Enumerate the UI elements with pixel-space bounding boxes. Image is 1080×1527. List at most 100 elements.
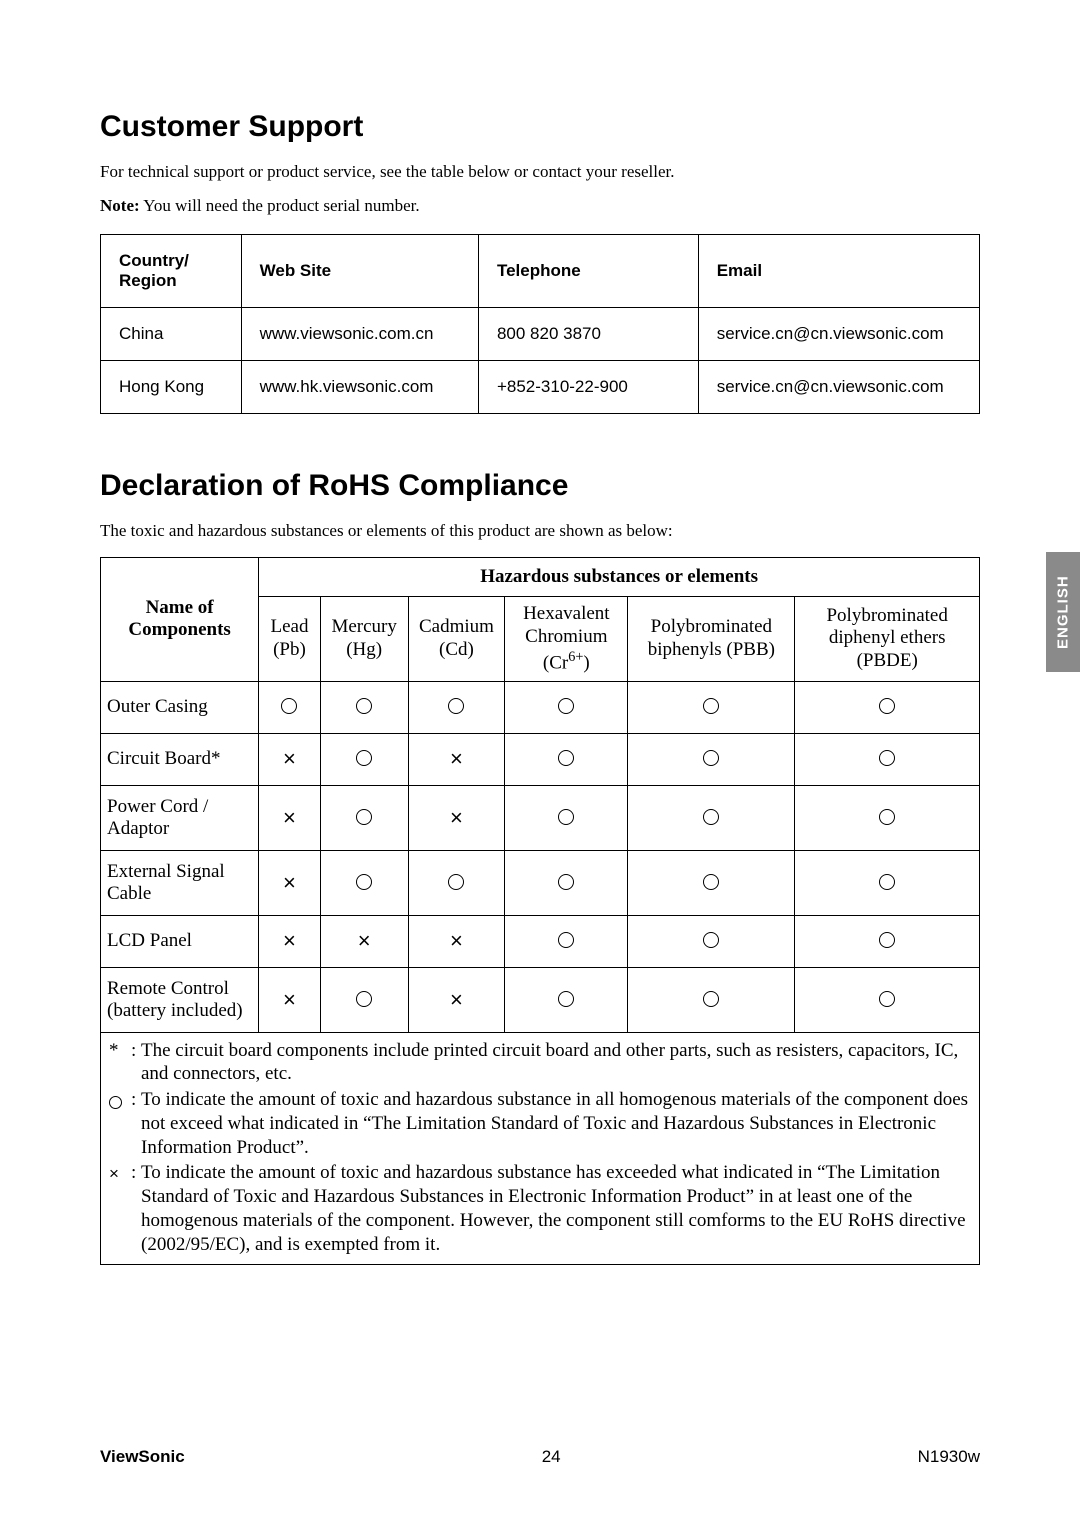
hex-line3a: (Cr	[543, 652, 568, 673]
note-label: Note:	[100, 196, 140, 215]
footnote-circle-text: To indicate the amount of toxic and haza…	[141, 1088, 971, 1159]
footnotes-cell: * : The circuit board components include…	[101, 1032, 980, 1265]
component-name-cell: LCD Panel	[101, 915, 259, 967]
circle-icon	[703, 932, 719, 948]
rohs-component-row: Remote Control (battery included)××	[101, 967, 980, 1032]
language-tab: ENGLISH	[1046, 552, 1080, 672]
circle-icon	[703, 809, 719, 825]
note-text: You will need the product serial number.	[140, 196, 420, 215]
substance-cell	[505, 785, 628, 850]
table-header-row: Country/ Region Web Site Telephone Email	[101, 235, 980, 308]
cross-icon: ×	[450, 928, 463, 953]
cell-email: service.cn@cn.viewsonic.com	[698, 361, 979, 414]
support-intro-text: For technical support or product service…	[100, 162, 980, 182]
footnote-colon: :	[131, 1088, 141, 1159]
cross-icon: ×	[450, 746, 463, 771]
footnotes-row: * : The circuit board components include…	[101, 1032, 980, 1265]
footnote-colon: :	[131, 1161, 141, 1256]
footnote-star: * : The circuit board components include…	[109, 1039, 971, 1087]
circle-icon	[356, 809, 372, 825]
footnote-circle: : To indicate the amount of toxic and ha…	[109, 1088, 971, 1159]
cross-icon: ×	[450, 805, 463, 830]
circle-icon	[703, 698, 719, 714]
substance-cell: ×	[259, 915, 321, 967]
substance-cell	[795, 785, 980, 850]
component-name-cell: Circuit Board*	[101, 733, 259, 785]
cell-website: www.viewsonic.com.cn	[241, 308, 478, 361]
footnote-star-text: The circuit board components include pri…	[141, 1039, 971, 1087]
circle-icon	[558, 698, 574, 714]
col-cadmium: Cadmium (Cd)	[408, 597, 505, 682]
footer-model: N1930w	[918, 1447, 980, 1467]
customer-support-heading: Customer Support	[100, 110, 980, 144]
component-name-cell: External Signal Cable	[101, 850, 259, 915]
rohs-component-row: External Signal Cable ×	[101, 850, 980, 915]
circle-icon	[879, 809, 895, 825]
circle-icon	[558, 932, 574, 948]
page-footer: ViewSonic 24 N1930w	[100, 1447, 980, 1467]
substance-cell: ×	[259, 785, 321, 850]
hex-line1: Hexavalent	[523, 603, 610, 624]
support-note: Note: You will need the product serial n…	[100, 196, 980, 216]
substance-cell	[505, 681, 628, 733]
circle-icon	[558, 809, 574, 825]
substance-cell	[795, 681, 980, 733]
rohs-component-row: Circuit Board* × ×	[101, 733, 980, 785]
substance-cell	[408, 681, 505, 733]
substance-cell	[320, 967, 408, 1032]
circle-icon	[703, 991, 719, 1007]
table-row: China www.viewsonic.com.cn 800 820 3870 …	[101, 308, 980, 361]
circle-icon	[879, 698, 895, 714]
cross-icon: ×	[358, 928, 371, 953]
cross-icon: ×	[283, 987, 296, 1012]
substance-cell: ×	[259, 850, 321, 915]
footnote-cross: × : To indicate the amount of toxic and …	[109, 1161, 971, 1256]
rohs-component-row: LCD Panel×××	[101, 915, 980, 967]
circle-icon	[703, 874, 719, 890]
footnote-star-symbol: *	[109, 1039, 131, 1087]
substance-cell	[505, 967, 628, 1032]
circle-icon	[356, 698, 372, 714]
name-header: Name of Components	[101, 558, 259, 682]
rohs-component-row: Outer Casing	[101, 681, 980, 733]
substance-cell	[259, 681, 321, 733]
circle-icon	[879, 991, 895, 1007]
header-website: Web Site	[241, 235, 478, 308]
substance-cell: ×	[408, 733, 505, 785]
col-hexavalent: Hexavalent Chromium (Cr6+)	[505, 597, 628, 682]
substance-cell	[628, 850, 795, 915]
cell-country: Hong Kong	[101, 361, 242, 414]
rohs-component-row: Power Cord / Adaptor××	[101, 785, 980, 850]
footnote-circle-symbol	[109, 1088, 131, 1159]
circle-icon	[558, 874, 574, 890]
table-row: Hong Kong www.hk.viewsonic.com +852-310-…	[101, 361, 980, 414]
circle-icon	[558, 750, 574, 766]
header-email: Email	[698, 235, 979, 308]
cross-icon: ×	[283, 746, 296, 771]
substance-cell	[795, 850, 980, 915]
support-table: Country/ Region Web Site Telephone Email…	[100, 234, 980, 414]
header-country: Country/ Region	[101, 235, 242, 308]
footer-page-number: 24	[542, 1447, 561, 1467]
substance-cell	[505, 915, 628, 967]
footnote-cross-text: To indicate the amount of toxic and haza…	[141, 1161, 971, 1256]
rohs-header-row-1: Name of Components Hazardous substances …	[101, 558, 980, 597]
cross-icon: ×	[283, 805, 296, 830]
circle-icon	[356, 750, 372, 766]
substance-cell	[795, 967, 980, 1032]
substance-cell	[320, 681, 408, 733]
cell-email: service.cn@cn.viewsonic.com	[698, 308, 979, 361]
circle-icon	[356, 991, 372, 1007]
substance-cell	[505, 733, 628, 785]
col-mercury: Mercury (Hg)	[320, 597, 408, 682]
circle-icon	[281, 698, 297, 714]
substance-cell	[628, 681, 795, 733]
circle-icon	[703, 750, 719, 766]
cross-icon: ×	[283, 870, 296, 895]
substance-cell	[320, 785, 408, 850]
rohs-intro-text: The toxic and hazardous substances or el…	[100, 521, 980, 541]
component-name-cell: Outer Casing	[101, 681, 259, 733]
circle-icon	[448, 874, 464, 890]
substance-cell: ×	[320, 915, 408, 967]
circle-icon	[879, 874, 895, 890]
